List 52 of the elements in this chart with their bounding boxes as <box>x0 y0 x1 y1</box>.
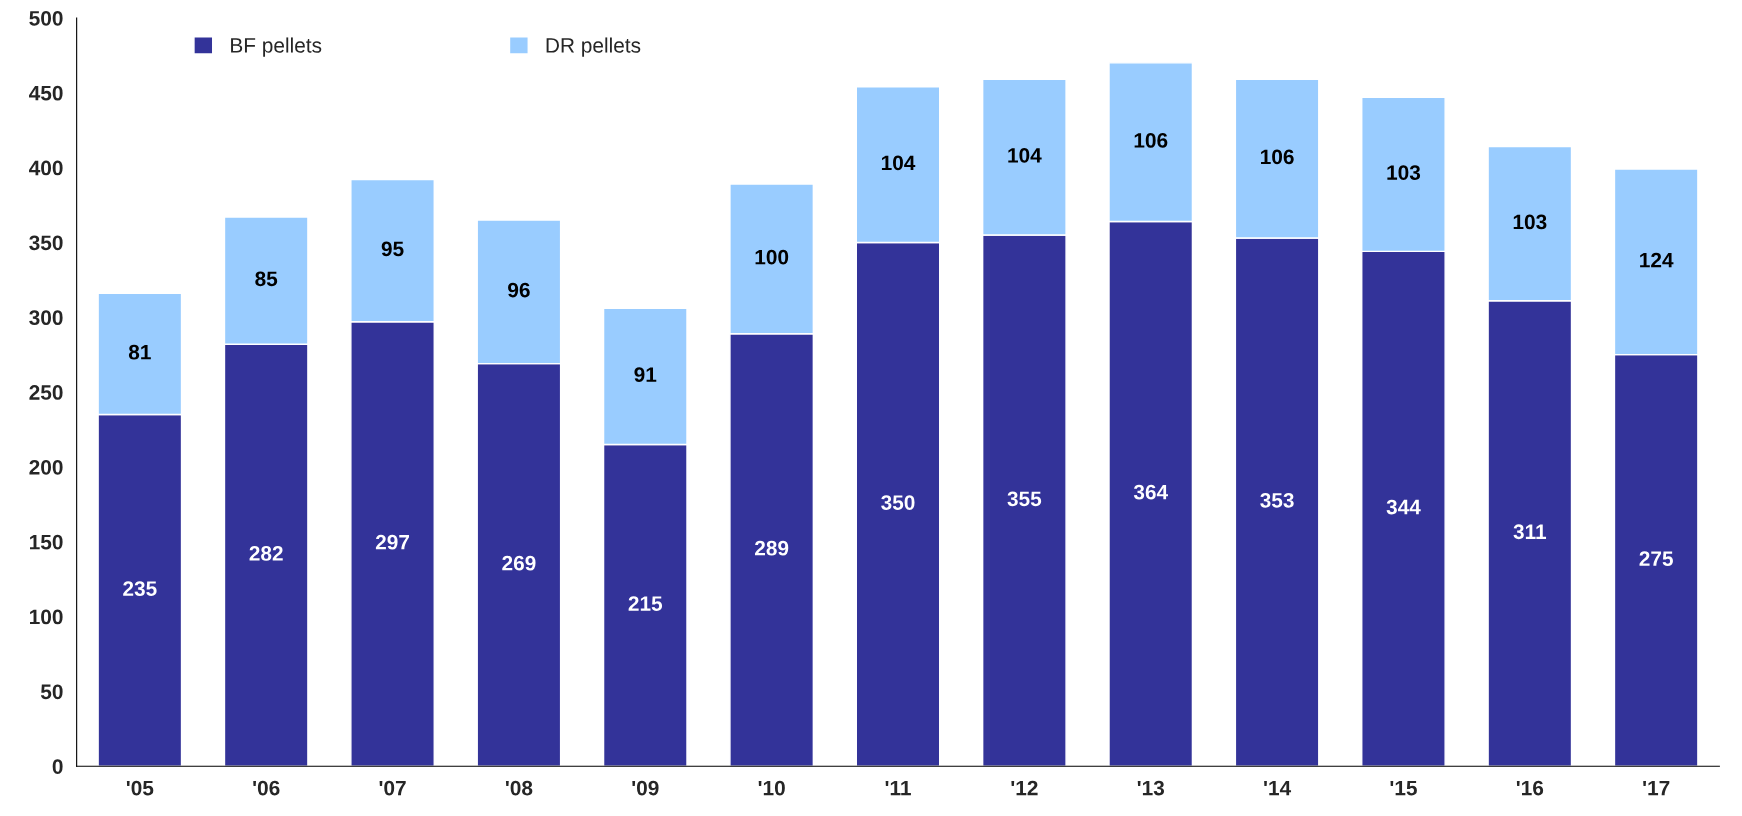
data-label: 106 <box>1261 149 1294 165</box>
legend-label: BF pellets <box>231 37 322 57</box>
data-label: 364 <box>1133 484 1168 500</box>
y-tick-label: 300 <box>29 310 63 326</box>
x-tick-label: '10 <box>758 780 785 796</box>
data-label: 106 <box>1134 133 1168 148</box>
data-label: 311 <box>1513 524 1547 540</box>
data-label: 269 <box>502 555 536 571</box>
data-label: 104 <box>881 155 916 171</box>
x-tick-label: '08 <box>505 780 533 796</box>
x-tick-label: '05 <box>126 780 154 796</box>
data-label: 355 <box>1007 491 1042 507</box>
y-tick-label: 50 <box>40 684 63 700</box>
y-tick-label: 500 <box>29 10 63 26</box>
x-tick-label: '13 <box>1137 780 1165 796</box>
x-tick-label: '07 <box>379 780 406 796</box>
legend-label: DR pellets <box>546 37 641 57</box>
data-label: 81 <box>128 344 151 360</box>
data-label: 344 <box>1386 499 1421 515</box>
y-tick-label: 350 <box>29 235 63 251</box>
x-tick-label: '14 <box>1264 780 1292 796</box>
data-label: 350 <box>881 495 915 510</box>
data-label: 95 <box>381 241 404 257</box>
y-tick-label: 400 <box>29 160 63 176</box>
y-tick-label: 0 <box>52 759 63 774</box>
y-tick-label: 100 <box>30 609 63 625</box>
data-label: 282 <box>249 546 283 561</box>
data-label: 85 <box>255 271 278 287</box>
y-tick-label: 250 <box>29 385 63 400</box>
data-label: 297 <box>375 534 410 550</box>
x-tick-label: '06 <box>253 780 280 796</box>
x-tick-label: '09 <box>632 780 659 796</box>
data-label: 103 <box>1387 165 1421 180</box>
data-label: 275 <box>1639 551 1673 567</box>
y-tick-label: 150 <box>30 534 63 550</box>
x-tick-label: '11 <box>885 780 911 796</box>
data-label: 100 <box>755 249 789 265</box>
data-label: 215 <box>628 596 663 611</box>
data-label: 91 <box>634 367 657 382</box>
y-tick-label: 200 <box>29 459 63 475</box>
data-label: 104 <box>1008 147 1042 163</box>
data-label: 289 <box>754 540 789 556</box>
data-label: 96 <box>508 282 530 298</box>
data-label: 353 <box>1260 492 1294 508</box>
x-tick-label: '16 <box>1516 780 1544 796</box>
x-tick-label: '15 <box>1390 780 1417 796</box>
data-label: 235 <box>123 581 157 596</box>
y-tick-label: 450 <box>29 85 63 101</box>
data-label: 103 <box>1513 214 1547 230</box>
x-tick-label: '17 <box>1643 780 1670 796</box>
data-label: 124 <box>1640 252 1674 268</box>
x-tick-label: '12 <box>1011 780 1038 796</box>
